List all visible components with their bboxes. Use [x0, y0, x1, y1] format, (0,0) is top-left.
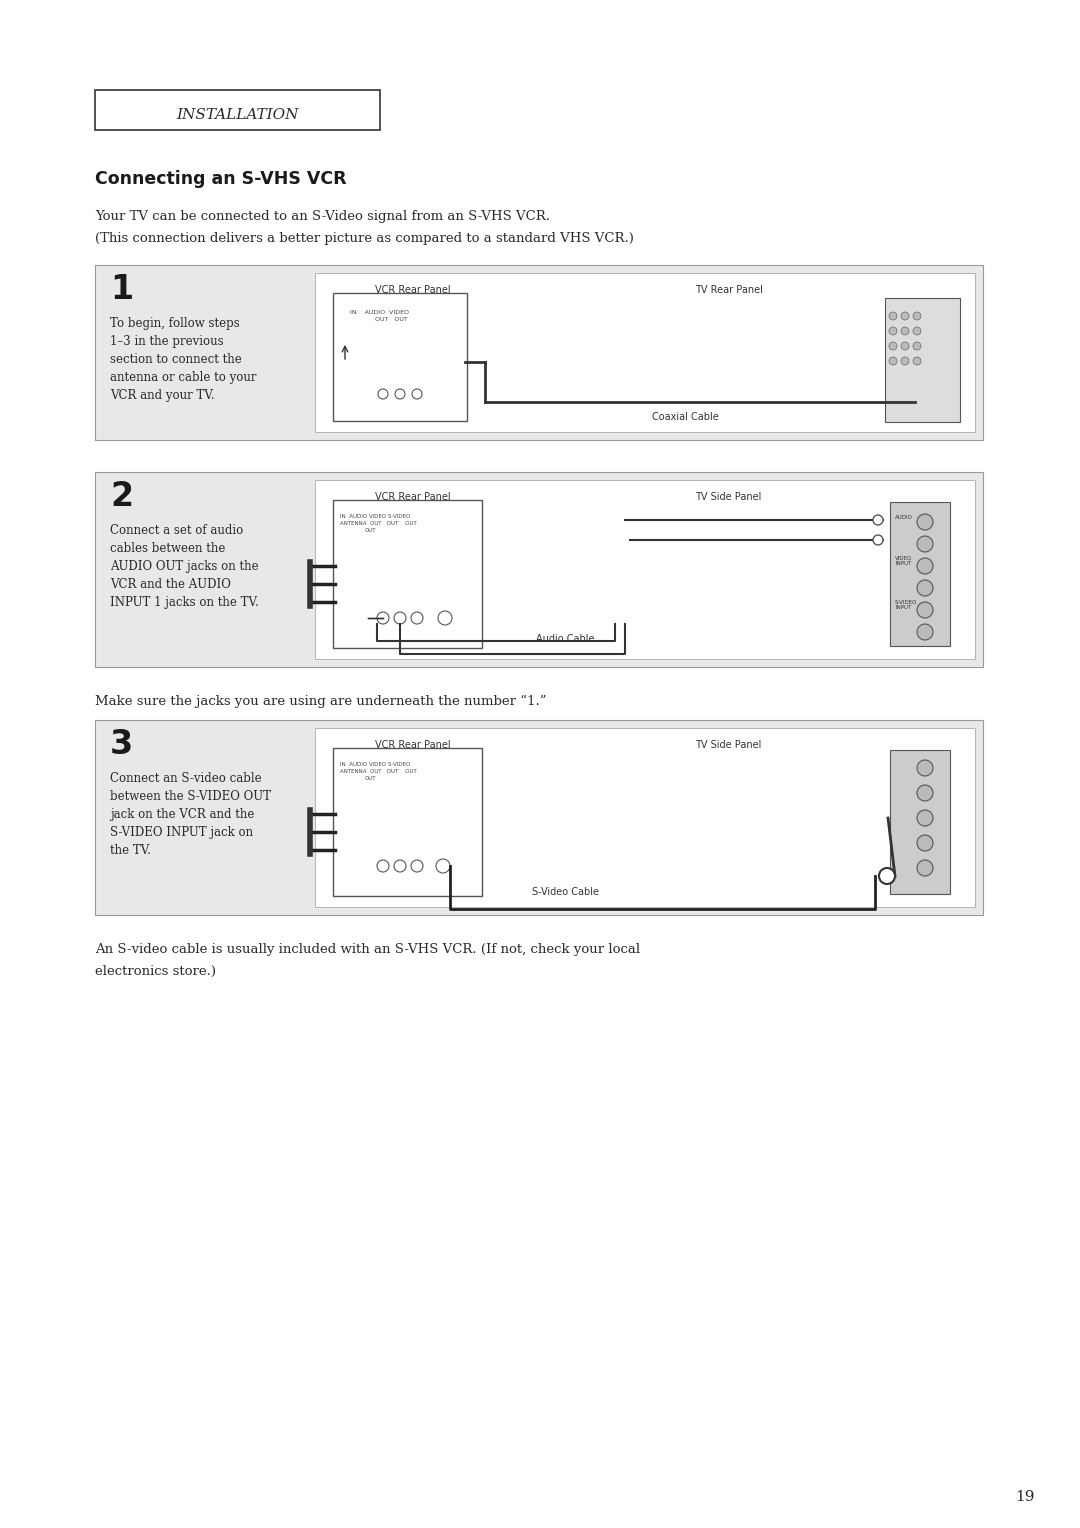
Circle shape — [438, 611, 453, 625]
Circle shape — [889, 342, 897, 350]
Text: ANTENNA  OUT   OUT    OUT: ANTENNA OUT OUT OUT — [340, 521, 417, 526]
FancyBboxPatch shape — [890, 503, 950, 646]
Text: To begin, follow steps
1–3 in the previous
section to connect the
antenna or cab: To begin, follow steps 1–3 in the previo… — [110, 316, 257, 402]
Text: 2: 2 — [110, 480, 133, 513]
Text: S-Video Cable: S-Video Cable — [531, 886, 598, 897]
Text: VCR Rear Panel: VCR Rear Panel — [375, 740, 450, 750]
Circle shape — [873, 515, 883, 526]
Text: An S-video cable is usually included with an S-VHS VCR. (If not, check your loca: An S-video cable is usually included wit… — [95, 943, 640, 957]
FancyBboxPatch shape — [333, 749, 482, 895]
FancyBboxPatch shape — [315, 727, 975, 908]
Circle shape — [917, 785, 933, 801]
Circle shape — [913, 358, 921, 365]
Circle shape — [377, 860, 389, 872]
Circle shape — [873, 535, 883, 545]
Text: INSTALLATION: INSTALLATION — [176, 108, 298, 122]
Text: Connecting an S-VHS VCR: Connecting an S-VHS VCR — [95, 170, 347, 188]
Text: (This connection delivers a better picture as compared to a standard VHS VCR.): (This connection delivers a better pictu… — [95, 232, 634, 244]
FancyBboxPatch shape — [95, 472, 983, 668]
Circle shape — [913, 312, 921, 319]
Circle shape — [901, 327, 909, 335]
Circle shape — [917, 759, 933, 776]
Text: AUDIO: AUDIO — [895, 515, 913, 520]
FancyBboxPatch shape — [885, 298, 960, 422]
Circle shape — [411, 390, 422, 399]
Text: TV Rear Panel: TV Rear Panel — [696, 286, 762, 295]
Text: IN  AUDIO VIDEO S-VIDEO: IN AUDIO VIDEO S-VIDEO — [340, 762, 410, 767]
FancyBboxPatch shape — [95, 264, 983, 440]
Circle shape — [901, 358, 909, 365]
Circle shape — [917, 810, 933, 827]
Text: ANTENNA  OUT   OUT    OUT: ANTENNA OUT OUT OUT — [340, 769, 417, 775]
Circle shape — [901, 312, 909, 319]
Text: IN    AUDIO  VIDEO: IN AUDIO VIDEO — [350, 310, 409, 315]
Circle shape — [917, 623, 933, 640]
FancyBboxPatch shape — [890, 750, 950, 894]
Circle shape — [395, 390, 405, 399]
Text: TV Side Panel: TV Side Panel — [696, 740, 761, 750]
Circle shape — [411, 613, 423, 623]
Text: Audio Cable: Audio Cable — [536, 634, 594, 643]
FancyBboxPatch shape — [95, 720, 983, 915]
Circle shape — [917, 602, 933, 617]
Circle shape — [879, 868, 895, 885]
Circle shape — [889, 327, 897, 335]
Circle shape — [394, 860, 406, 872]
Circle shape — [917, 536, 933, 552]
FancyBboxPatch shape — [315, 274, 975, 432]
Text: TV Side Panel: TV Side Panel — [696, 492, 761, 503]
Circle shape — [377, 613, 389, 623]
Circle shape — [889, 358, 897, 365]
Circle shape — [917, 581, 933, 596]
FancyBboxPatch shape — [315, 480, 975, 659]
Circle shape — [436, 859, 450, 872]
Circle shape — [394, 613, 406, 623]
Text: Coaxial Cable: Coaxial Cable — [651, 413, 718, 422]
FancyBboxPatch shape — [95, 90, 380, 130]
Circle shape — [913, 327, 921, 335]
FancyBboxPatch shape — [333, 500, 482, 648]
Text: VCR Rear Panel: VCR Rear Panel — [375, 286, 450, 295]
Text: VCR Rear Panel: VCR Rear Panel — [375, 492, 450, 503]
Text: OUT: OUT — [365, 529, 377, 533]
Text: S-VIDEO
INPUT: S-VIDEO INPUT — [895, 599, 917, 610]
FancyBboxPatch shape — [333, 293, 467, 422]
Circle shape — [917, 513, 933, 530]
Text: IN  AUDIO VIDEO S-VIDEO: IN AUDIO VIDEO S-VIDEO — [340, 513, 410, 520]
Text: electronics store.): electronics store.) — [95, 966, 216, 978]
Circle shape — [917, 860, 933, 876]
Circle shape — [411, 860, 423, 872]
Text: 19: 19 — [1015, 1490, 1035, 1504]
Text: Your TV can be connected to an S-Video signal from an S-VHS VCR.: Your TV can be connected to an S-Video s… — [95, 209, 550, 223]
Circle shape — [378, 390, 388, 399]
Circle shape — [913, 342, 921, 350]
Text: 1: 1 — [110, 274, 133, 306]
Text: OUT   OUT: OUT OUT — [375, 316, 408, 322]
Text: Make sure the jacks you are using are underneath the number “1.”: Make sure the jacks you are using are un… — [95, 695, 546, 709]
Text: Connect an S-video cable
between the S-VIDEO OUT
jack on the VCR and the
S-VIDEO: Connect an S-video cable between the S-V… — [110, 772, 271, 857]
Circle shape — [901, 342, 909, 350]
Text: VIDEO
INPUT: VIDEO INPUT — [895, 556, 913, 567]
Text: Connect a set of audio
cables between the
AUDIO OUT jacks on the
VCR and the AUD: Connect a set of audio cables between th… — [110, 524, 259, 610]
Circle shape — [889, 312, 897, 319]
Circle shape — [917, 834, 933, 851]
Circle shape — [917, 558, 933, 575]
Text: OUT: OUT — [365, 776, 377, 781]
Text: 3: 3 — [110, 727, 133, 761]
